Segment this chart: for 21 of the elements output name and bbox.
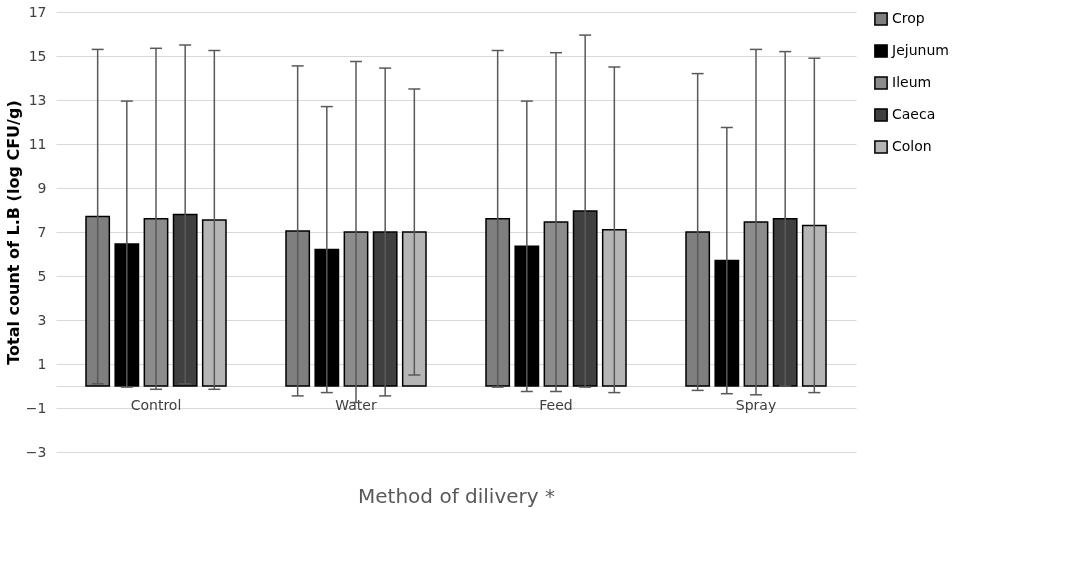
y-tick-label: 13 [28,91,47,108]
y-tick-label: 15 [28,47,47,64]
x-axis-title: Method of dilivery * [358,483,555,508]
y-tick-label: −1 [25,399,47,416]
x-tick-label: Feed [539,396,573,413]
x-tick-label: Control [130,396,182,413]
legend-label: Caeca [892,106,936,122]
y-tick-label: 17 [28,3,47,20]
y-axis-title: Total count of L.B (log CFU/g) [3,100,23,365]
y-tick-label: 1 [37,355,47,372]
legend-label: Ileum [892,74,932,90]
y-tick-label: 5 [37,267,47,284]
y-tick-label: −3 [25,443,47,460]
x-tick-label: Spray [735,396,777,413]
y-tick-label: 3 [37,311,47,328]
y-tick-label: 11 [28,135,47,152]
legend-label: Colon [892,138,932,154]
legend-label: Jejunum [891,42,949,58]
y-tick-label: 9 [37,179,47,196]
legend-label: Crop [892,10,925,26]
y-tick-label: 7 [37,223,47,240]
